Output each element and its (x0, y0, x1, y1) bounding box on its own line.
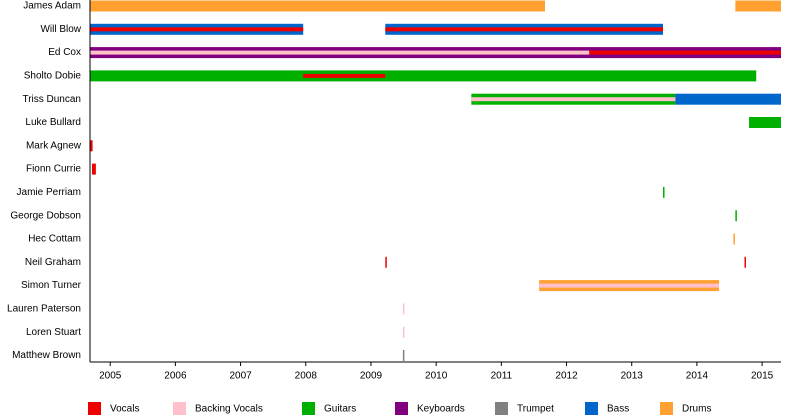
tenure-bar (385, 256, 387, 268)
member-label: Mark Agnew (26, 140, 82, 151)
secondary-role-line (90, 27, 304, 32)
member-label: Hec Cottam (28, 234, 81, 245)
member-label: Will Blow (40, 24, 81, 35)
tenure-bar (402, 326, 405, 338)
member-label: Loren Stuart (26, 327, 81, 338)
legend-swatch (585, 402, 598, 415)
member-label: James Adam (23, 1, 81, 12)
tenure-bar (402, 303, 405, 315)
x-tick-label: 2008 (295, 371, 318, 382)
tenure-bar (90, 0, 546, 12)
tenure-bar (91, 163, 96, 175)
secondary-role-line (90, 50, 590, 55)
legend-label: Trumpet (517, 404, 554, 415)
tenure-bar (90, 140, 93, 152)
x-tick-label: 2009 (360, 371, 383, 382)
secondary-role-line (303, 73, 386, 78)
legend-swatch (395, 402, 408, 415)
member-label: Neil Graham (25, 257, 81, 268)
member-label: Matthew Brown (12, 350, 81, 361)
legend-label: Drums (682, 404, 711, 415)
tenure-bar (744, 256, 746, 268)
legend-swatch (88, 402, 101, 415)
member-label: George Dobson (10, 210, 81, 221)
tenure-bar (735, 210, 737, 222)
tenure-bar (663, 186, 665, 198)
x-tick-label: 2010 (425, 371, 448, 382)
x-tick-label: 2012 (555, 371, 578, 382)
x-tick-label: 2013 (621, 371, 644, 382)
tenure-bar (402, 350, 405, 361)
legend-label: Guitars (324, 404, 356, 415)
member-label: Fionn Currie (26, 164, 81, 175)
legend-swatch (660, 402, 673, 415)
x-tick-label: 2006 (164, 371, 187, 382)
member-label: Lauren Paterson (7, 304, 81, 315)
tenure-bar (733, 233, 735, 245)
secondary-role-line (589, 50, 781, 55)
member-label: Jamie Perriam (17, 187, 81, 198)
legend-label: Vocals (110, 404, 139, 415)
x-tick-label: 2011 (491, 371, 513, 382)
x-tick-label: 2007 (229, 371, 252, 382)
legend-swatch (173, 402, 186, 415)
secondary-role-line (471, 97, 676, 102)
member-label: Sholto Dobie (24, 71, 82, 82)
x-tick-label: 2014 (686, 371, 709, 382)
member-label: Luke Bullard (25, 117, 81, 128)
tenure-bar (749, 117, 781, 128)
tenure-bar (675, 93, 781, 105)
secondary-role-line (539, 283, 720, 288)
tenure-bar (735, 0, 781, 12)
member-label: Simon Turner (21, 280, 82, 291)
x-tick-label: 2015 (751, 371, 774, 382)
legend-swatch (495, 402, 508, 415)
member-label: Triss Duncan (22, 94, 81, 105)
legend-label: Keyboards (417, 404, 465, 415)
secondary-role-line (385, 27, 664, 32)
legend-swatch (302, 402, 315, 415)
tenure-bar (90, 70, 757, 82)
x-tick-label: 2005 (99, 371, 122, 382)
member-label: Ed Cox (48, 47, 81, 58)
legend-label: Backing Vocals (195, 404, 263, 415)
legend-label: Bass (607, 404, 629, 415)
